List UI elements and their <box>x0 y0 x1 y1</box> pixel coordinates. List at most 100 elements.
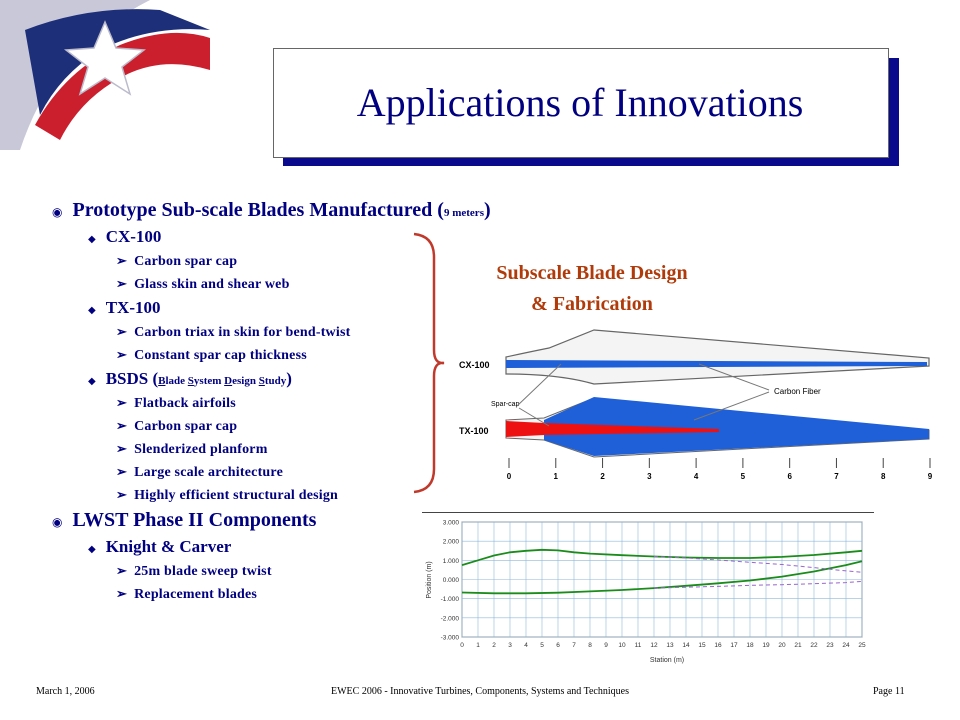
chart-xtick-label: 13 <box>666 642 674 649</box>
footer-center: EWEC 2006 - Innovative Turbines, Compone… <box>331 686 629 697</box>
scale-tick-label: 9 <box>928 472 933 481</box>
bullet-list: ◉ Prototype Sub-scale Blades Manufactured… <box>52 196 491 605</box>
chart-ytick-label: 1.000 <box>443 558 460 565</box>
bullet-l2: ◆ CX-100 <box>88 224 452 249</box>
bullet-marker-icon: ◉ <box>52 205 63 219</box>
bullet-text: tudy <box>264 375 287 387</box>
scale-tick-label: 5 <box>741 472 746 481</box>
bullet-text: B <box>158 375 166 387</box>
cx100-outline <box>505 329 930 385</box>
bullet-text: Knight & Carver <box>105 537 232 556</box>
scale-tick-label: 0 <box>507 472 512 481</box>
callout-line-1: Subscale Blade Design <box>496 262 688 284</box>
bullet-l1: ◉ Prototype Sub-scale Blades Manufactured… <box>52 196 491 224</box>
chart-series-line <box>653 556 863 573</box>
carbon-fiber-label: Carbon Fiber <box>774 387 821 396</box>
bullet-marker-icon: ◆ <box>88 376 96 387</box>
bullet-marker-icon: ➢ <box>116 464 128 479</box>
bullet-text: ) <box>286 369 292 388</box>
bullet-text: Carbon spar cap <box>134 419 238 434</box>
chart-xtick-label: 19 <box>762 642 770 649</box>
chart-xtick-label: 8 <box>588 642 592 649</box>
bullet-l3: ➢ Slenderized planform <box>116 437 452 460</box>
bullet-l2: ◆ BSDS (Blade System Design Study) <box>88 366 452 391</box>
bullet-marker-icon: ➢ <box>116 395 128 410</box>
scale-tick-label: 8 <box>881 472 886 481</box>
chart-ylabel: Position (m) <box>426 561 433 598</box>
chart-xtick-label: 15 <box>698 642 706 649</box>
bullet-text: Slenderized planform <box>134 442 268 457</box>
bullet-text: esign <box>232 375 259 387</box>
chart-xtick-label: 5 <box>540 642 544 649</box>
chart-series-line <box>461 560 863 595</box>
chart-ytick-label: 0.000 <box>443 577 460 584</box>
chart-xtick-label: 21 <box>794 642 802 649</box>
bullet-text: Glass skin and shear web <box>134 277 290 292</box>
bullet-l1: ◉ LWST Phase II Components <box>52 506 452 534</box>
callout-text: Subscale Blade Design & Fabrication <box>442 258 742 320</box>
bullet-l3: ➢ Flatback airfoils <box>116 391 452 414</box>
chart-xlabel: Station (m) <box>650 657 684 664</box>
tx100-label: TX-100 <box>459 426 489 436</box>
bullet-text: S <box>187 375 194 387</box>
tx100-spar <box>506 421 719 437</box>
bullet-l3: ➢ 25m blade sweep twist <box>116 559 452 582</box>
footer-date: March 1, 2006 <box>36 686 95 697</box>
bullet-text: Carbon spar cap <box>134 254 238 269</box>
chart-ytick-label: -1.000 <box>441 596 460 603</box>
bullet-marker-icon: ◆ <box>88 234 96 245</box>
chart-xtick-label: 12 <box>650 642 658 649</box>
scale-tick-label: 2 <box>600 472 605 481</box>
bracket-brace <box>413 232 445 494</box>
chart-xtick-label: 2 <box>492 642 496 649</box>
bullet-marker-icon: ➢ <box>116 276 128 291</box>
bullet-text: Replacement blades <box>134 587 258 602</box>
bullet-text: ) <box>483 199 491 221</box>
bullet-l3: ➢ Carbon triax in skin for bend-twist <box>116 320 452 343</box>
bullet-marker-icon: ➢ <box>116 563 128 578</box>
bullet-text: S <box>258 375 265 387</box>
chart-series-line <box>653 580 863 589</box>
bullet-text: Carbon triax in skin for bend-twist <box>134 325 351 340</box>
bullet-text: LWST Phase II Components <box>72 509 317 531</box>
chart-xtick-label: 4 <box>524 642 528 649</box>
scale-tick-label: 6 <box>787 472 792 481</box>
footer-page: Page 11 <box>873 686 905 697</box>
bullet-l2: ◆ Knight & Carver <box>88 534 452 559</box>
scale-tick-label: 4 <box>694 472 699 481</box>
chart-xtick-label: 10 <box>618 642 626 649</box>
tx100-blade <box>544 397 929 456</box>
chart-xtick-label: 22 <box>810 642 818 649</box>
scale-tick-label: 3 <box>647 472 652 481</box>
chart-xtick-label: 0 <box>460 642 464 649</box>
bullet-text: Constant spar cap thickness <box>134 348 307 363</box>
chart-ytick-label: -2.000 <box>441 615 460 622</box>
title-box <box>273 48 889 158</box>
bullet-l3: ➢ Carbon spar cap <box>116 414 452 437</box>
bullet-marker-icon: ➢ <box>116 441 128 456</box>
bullet-text: TX-100 <box>105 298 161 317</box>
bullet-marker-icon: ➢ <box>116 347 128 362</box>
chart-xtick-label: 9 <box>604 642 608 649</box>
bullet-text: Large scale architecture <box>134 465 283 480</box>
bullet-text: D <box>224 375 233 387</box>
callout-line-2: & Fabrication <box>531 293 653 315</box>
chart-xtick-label: 11 <box>635 642 642 649</box>
chart-series-line <box>461 548 863 566</box>
bullet-marker-icon: ◉ <box>52 515 63 529</box>
chart-xtick-label: 25 <box>858 642 866 649</box>
bullet-text: Highly efficient structural design <box>134 488 339 503</box>
bullet-marker-icon: ➢ <box>116 253 128 268</box>
chart-xtick-label: 1 <box>476 642 480 649</box>
bullet-marker-icon: ◆ <box>88 544 96 555</box>
chart-xtick-label: 20 <box>778 642 786 649</box>
bullet-text: Prototype Sub-scale Blades Manufactured … <box>72 199 444 221</box>
chart-xtick-label: 17 <box>730 642 738 649</box>
bullet-l3: ➢ Highly efficient structural design <box>116 483 452 506</box>
bullet-text: lade <box>165 375 188 387</box>
bullet-l3: ➢ Glass skin and shear web <box>116 272 452 295</box>
bullet-l3: ➢ Constant spar cap thickness <box>116 343 452 366</box>
chart-xtick-label: 23 <box>826 642 834 649</box>
scale-tick-label: 1 <box>554 472 559 481</box>
blade-scale: 0 1 2 3 4 5 6 7 8 9 <box>507 458 933 481</box>
